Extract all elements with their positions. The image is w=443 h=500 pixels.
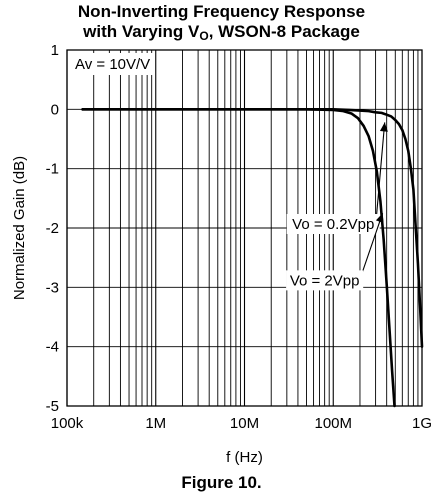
y-tick-label: -5	[46, 398, 59, 415]
annotation-arrow-line	[375, 122, 386, 226]
y-tick-label: -1	[46, 161, 59, 178]
annotation-arrow-head	[379, 122, 388, 132]
x-tick-label: 1G	[412, 415, 432, 432]
title-subscript: O	[199, 29, 209, 43]
x-tick-label: 100k	[51, 415, 84, 432]
plot-frame	[66, 49, 423, 407]
y-tick-label: 0	[51, 101, 59, 118]
title-rest: , WSON-8 Package	[208, 22, 360, 41]
y-axis-label: Normalized Gain (dB)	[11, 156, 28, 300]
figure-caption: Figure 10.	[181, 473, 262, 492]
annotation-label-2: Vo = 2Vpp	[290, 272, 360, 289]
gain-label-background	[70, 53, 154, 75]
y-tick-label: 1	[51, 42, 59, 59]
x-tick-label: 100M	[314, 415, 352, 432]
gain-label: Av = 10V/V	[75, 56, 150, 73]
annotation-label-background	[286, 270, 364, 291]
annotation-label-1: Vo = 0.2Vpp	[292, 216, 374, 233]
annotation-label-background	[286, 214, 380, 234]
annotation-arrow-line	[358, 212, 384, 282]
y-tick-label: -4	[46, 339, 59, 356]
y-tick-label: -3	[46, 279, 59, 296]
x-axis-label: f (Hz)	[226, 449, 263, 466]
x-tick-label: 1M	[145, 415, 166, 432]
chart-title-line1: Non-Inverting Frequency Response	[77, 2, 366, 21]
annotation-arrow-head	[375, 213, 384, 223]
title-main: with Varying V	[83, 22, 200, 41]
x-tick-label: 10M	[230, 415, 259, 432]
y-tick-label: -2	[46, 220, 59, 237]
series-line-2	[81, 108, 396, 408]
chart-title-line2: with Varying VO, WSON-8 Package	[0, 22, 443, 42]
